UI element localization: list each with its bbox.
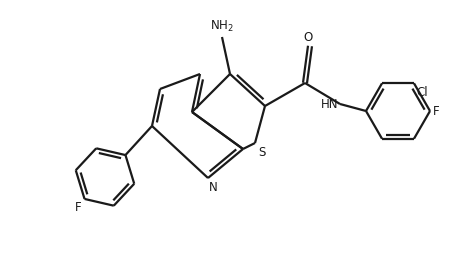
Text: Cl: Cl [415, 86, 427, 99]
Text: HN: HN [320, 97, 337, 111]
Text: F: F [432, 104, 439, 118]
Text: S: S [257, 146, 265, 159]
Text: F: F [75, 201, 81, 214]
Text: O: O [303, 31, 312, 44]
Text: NH$_2$: NH$_2$ [210, 19, 233, 34]
Text: N: N [208, 181, 217, 194]
